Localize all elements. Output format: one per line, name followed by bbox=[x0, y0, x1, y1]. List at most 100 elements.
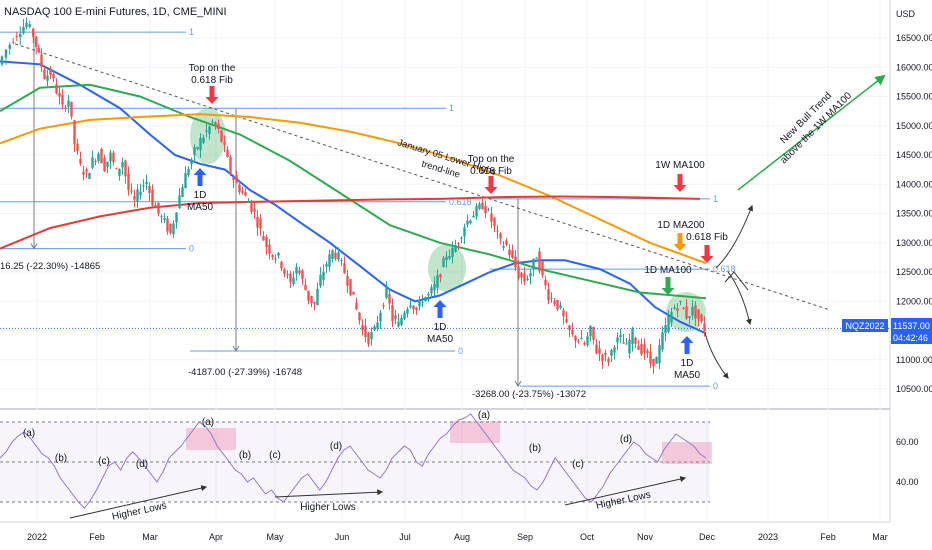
candle-body bbox=[589, 325, 592, 337]
candle-body bbox=[691, 306, 694, 316]
candle-body bbox=[157, 202, 160, 214]
candle-body bbox=[529, 272, 532, 277]
candle-body bbox=[244, 192, 247, 196]
candle-body bbox=[328, 254, 331, 267]
candle-body bbox=[301, 270, 304, 279]
candle-body bbox=[352, 291, 355, 295]
w-ma100-label: 1W MA100 bbox=[655, 160, 705, 171]
candle-body bbox=[64, 107, 67, 109]
price-tick-label: 14500.00 bbox=[896, 150, 932, 160]
d-ma100-label: 1D MA100 bbox=[644, 265, 692, 276]
candle-body bbox=[289, 273, 292, 282]
price-badge-value: 11537.00 bbox=[893, 321, 930, 331]
fib-level-label: 0 bbox=[458, 346, 463, 356]
candle-body bbox=[616, 337, 619, 343]
candle-body bbox=[640, 343, 643, 355]
candle-body bbox=[67, 100, 70, 107]
candle-body bbox=[343, 263, 346, 274]
price-tick-label: 14000.00 bbox=[896, 179, 932, 189]
candle-body bbox=[397, 321, 400, 327]
rsi-tick-label: 40.00 bbox=[896, 477, 919, 487]
projection-bounce bbox=[724, 271, 749, 291]
candle-body bbox=[448, 256, 451, 259]
candle-body bbox=[475, 205, 478, 217]
candle-body bbox=[85, 169, 88, 172]
candle-body bbox=[445, 256, 448, 261]
fib-level-label: 0.618 bbox=[713, 264, 736, 274]
candle-body bbox=[676, 307, 679, 311]
candle-body bbox=[175, 212, 178, 223]
candle-body bbox=[382, 305, 385, 307]
candle-body bbox=[685, 306, 688, 319]
candle-body bbox=[367, 332, 370, 345]
projection-up bbox=[715, 204, 754, 269]
rsi-label-d: (d) bbox=[330, 441, 342, 452]
signal-arrow-down bbox=[205, 86, 219, 104]
rsi-pane[interactable] bbox=[0, 410, 890, 522]
candle-body bbox=[193, 147, 196, 156]
candle-body bbox=[19, 33, 22, 38]
higher-lows-arrow bbox=[564, 476, 687, 506]
ma-line-1d-ma50 bbox=[0, 60, 707, 335]
projection-down bbox=[704, 332, 729, 379]
candle-body bbox=[361, 325, 364, 330]
signal-arrow-down bbox=[661, 277, 675, 295]
candle-body bbox=[493, 217, 496, 227]
candle-body bbox=[649, 351, 652, 364]
price-axis[interactable] bbox=[890, 0, 932, 550]
candle-body bbox=[112, 152, 115, 163]
price-tick-label: 11000.00 bbox=[896, 355, 932, 365]
candle-body bbox=[172, 223, 175, 235]
time-axis[interactable] bbox=[0, 522, 932, 550]
fib-level-label: 0 bbox=[189, 244, 194, 254]
candle-body bbox=[12, 42, 15, 44]
candle-body bbox=[253, 208, 256, 212]
time-tick-label: Jul bbox=[399, 532, 411, 542]
candle-body bbox=[97, 153, 100, 162]
fib-levels: 1 0 1 0.618 0 1 0.618 0 16.25 (-22.30%) -14865 -4… bbox=[0, 27, 736, 400]
candle-body bbox=[682, 307, 685, 309]
candle-body bbox=[625, 343, 628, 345]
candle-body bbox=[541, 261, 544, 276]
candle-body bbox=[145, 181, 148, 185]
projection-arrows bbox=[704, 74, 886, 379]
candle-body bbox=[661, 332, 664, 350]
candle-body bbox=[316, 288, 319, 305]
fib-level-label: 0.618 bbox=[449, 197, 472, 207]
candle-body bbox=[700, 314, 703, 321]
ma50-label-1b: MA50 bbox=[187, 202, 214, 213]
candle-body bbox=[703, 323, 706, 331]
higher-lows-label: Higher Lows bbox=[300, 502, 356, 513]
candle-body bbox=[127, 173, 130, 191]
ma50-label-3a: 1D bbox=[681, 358, 694, 369]
price-tick-label: 16500.00 bbox=[896, 33, 932, 43]
price-tick-label: 13500.00 bbox=[896, 209, 932, 219]
candle-body bbox=[355, 302, 358, 310]
current-price-tag[interactable]: NQZ2022 11537.00 04:42:46 bbox=[842, 318, 932, 344]
candle-body bbox=[139, 191, 142, 196]
candle-body bbox=[76, 143, 79, 152]
measurement-label: -3268.00 (-23.75%) -13072 bbox=[472, 389, 586, 400]
candle-body bbox=[643, 344, 646, 353]
price-ticks: 16500.00 16000.00 15500.00 15000.00 14500.00… bbox=[896, 33, 932, 394]
candle-body bbox=[562, 310, 565, 317]
candle-body bbox=[592, 327, 595, 340]
fib-618-label: 0.618 Fib bbox=[686, 232, 728, 243]
candle-body bbox=[298, 270, 301, 274]
candle-body bbox=[547, 288, 550, 301]
candle-body bbox=[358, 312, 361, 321]
candle-body bbox=[505, 240, 508, 245]
time-tick-label: Mar bbox=[872, 532, 888, 542]
candle-body bbox=[229, 156, 232, 175]
candle-body bbox=[622, 342, 625, 344]
candle-body bbox=[61, 94, 64, 105]
main-pane[interactable] bbox=[0, 0, 890, 408]
fib-level-label: 1 bbox=[449, 103, 454, 113]
ma-line-1d-ma100 bbox=[0, 83, 707, 300]
candle-body bbox=[106, 161, 109, 167]
candle-body bbox=[424, 297, 427, 301]
measurement-arrowhead bbox=[514, 380, 522, 388]
candle-body bbox=[214, 122, 217, 127]
candle-body bbox=[412, 305, 415, 310]
